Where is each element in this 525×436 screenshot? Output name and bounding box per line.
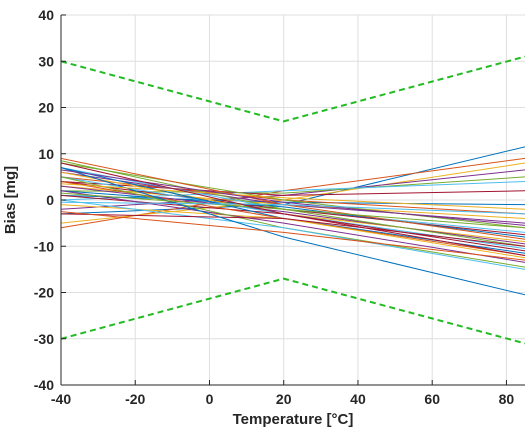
series-line: [60, 201, 525, 215]
grid: [60, 14, 525, 386]
y-tick-label: 20: [38, 100, 54, 116]
series-line: [60, 185, 525, 245]
y-tick-label: -10: [34, 238, 54, 254]
series-line: [60, 162, 525, 229]
x-tick-label: 60: [424, 391, 440, 407]
axes: [60, 14, 525, 386]
series-line: [60, 176, 525, 194]
series-line: [60, 199, 525, 270]
y-axis-label: Bias [mg]: [2, 166, 19, 234]
y-tick-label: -40: [34, 377, 54, 393]
limit-lines: [60, 55, 525, 345]
y-tick-label: -30: [34, 331, 54, 347]
series-line: [60, 167, 525, 296]
lower-limit-line: [60, 277, 525, 345]
x-tick-label: 0: [206, 391, 214, 407]
series-line: [60, 162, 525, 256]
series-line: [60, 181, 525, 201]
x-tick-label: -40: [51, 391, 71, 407]
series-line: [60, 183, 525, 210]
series-layer: [60, 146, 525, 296]
series-line: [60, 169, 525, 226]
series-line: [60, 192, 525, 229]
y-tick-label: 0: [46, 192, 54, 208]
x-tick-label: -20: [125, 391, 145, 407]
x-tick-label: 20: [276, 391, 292, 407]
series-line: [60, 190, 525, 238]
y-tick-label: -20: [34, 285, 54, 301]
x-tick-labels: -40 -20 0 20 40 60 80: [51, 391, 515, 407]
upper-limit-line: [60, 55, 525, 123]
x-tick-label: 80: [499, 391, 515, 407]
y-tick-label: 40: [38, 7, 54, 23]
y-tick-labels: 40 30 20 10 0 -10 -20 -30 -40: [34, 7, 54, 393]
y-tick-label: 10: [38, 146, 54, 162]
series-line: [60, 211, 525, 261]
x-tick-label: 40: [350, 391, 366, 407]
x-axis-label: Temperature [°C]: [233, 411, 354, 428]
series-line: [60, 190, 525, 263]
series-line: [60, 213, 525, 247]
y-tick-label: 30: [38, 53, 54, 69]
